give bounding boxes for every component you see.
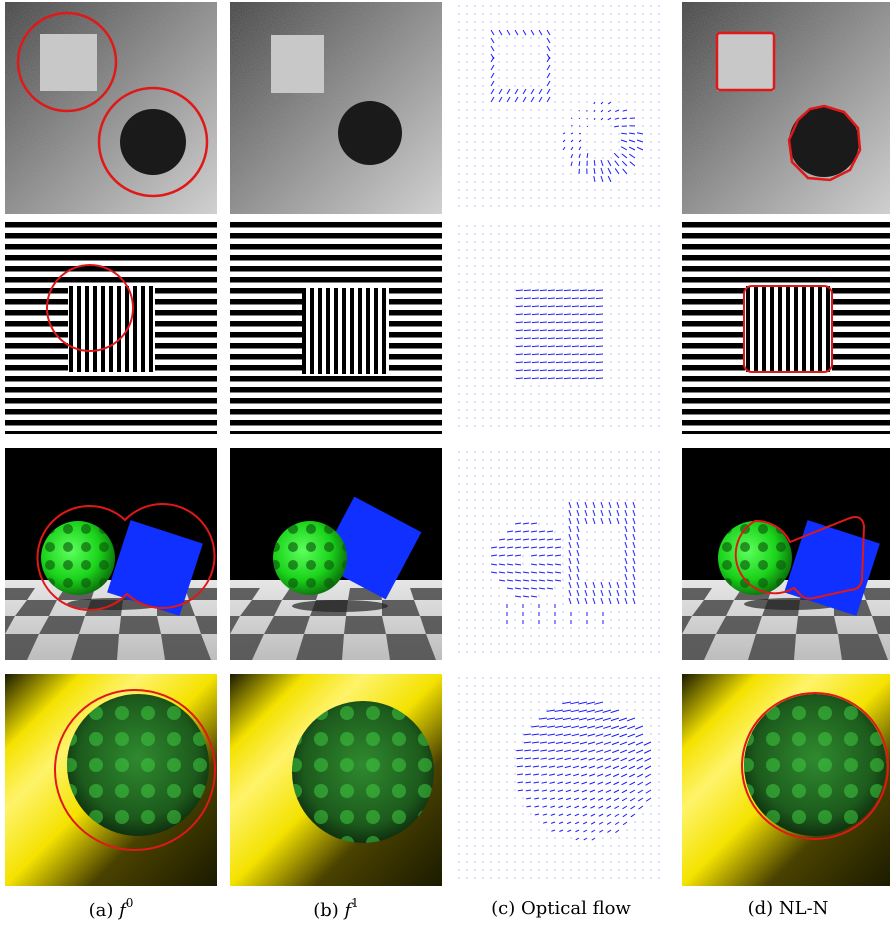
initial-contour <box>46 264 134 352</box>
row3-frame0 <box>5 448 217 660</box>
row4-frame1 <box>230 674 442 886</box>
row1-frame1 <box>230 2 442 214</box>
row1-flow <box>455 2 667 214</box>
row2-segmentation <box>682 222 890 434</box>
initial-contour <box>54 689 216 851</box>
row3-segmentation <box>682 448 890 660</box>
caption-b: (b) f1 <box>313 896 359 921</box>
caption-d: (d) NL-N <box>747 898 829 919</box>
row2-frame0 <box>5 222 217 434</box>
initial-contour <box>16 11 118 113</box>
row4-flow <box>455 674 667 886</box>
final-contour <box>787 104 862 182</box>
row1-frame0 <box>5 2 217 214</box>
row4-segmentation <box>682 674 890 886</box>
final-contour <box>743 285 833 373</box>
initial-contour <box>36 503 216 611</box>
final-contour <box>715 31 776 92</box>
row3-frame1 <box>230 448 442 660</box>
row3-flow <box>455 448 667 660</box>
caption-a: (a) f0 <box>88 896 134 921</box>
final-contour <box>741 692 889 840</box>
row4-frame0 <box>5 674 217 886</box>
caption-c: (c) Optical flow <box>491 898 631 919</box>
row2-frame1 <box>230 222 442 434</box>
row2-flow <box>455 222 667 434</box>
final-contour <box>734 516 866 600</box>
row1-segmentation <box>682 2 890 214</box>
initial-contour <box>97 86 209 198</box>
